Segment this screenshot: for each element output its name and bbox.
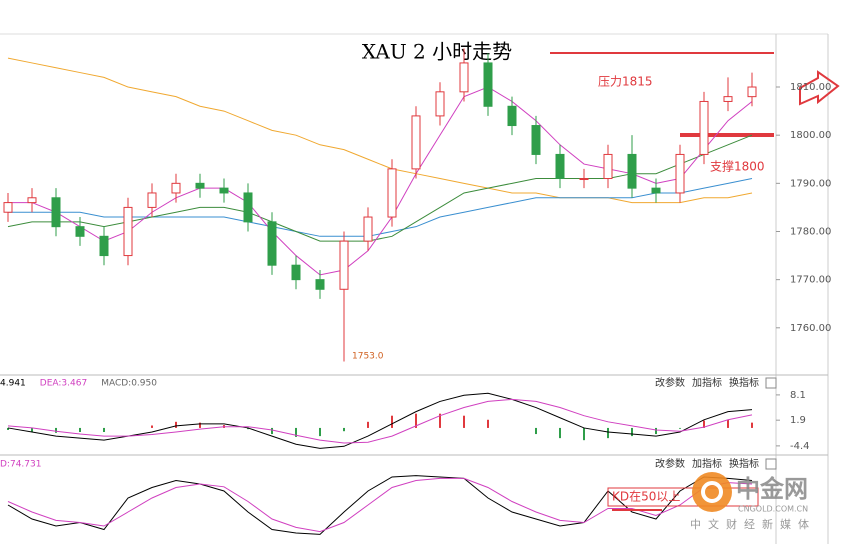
close-button[interactable]	[765, 377, 777, 389]
candle-body	[27, 197, 37, 204]
candle-body	[291, 264, 301, 281]
candle-body	[747, 86, 757, 98]
candle-body	[603, 153, 613, 180]
candle-body	[363, 216, 373, 242]
candle-body	[75, 226, 85, 237]
close-button[interactable]	[765, 458, 777, 470]
logo-icon	[692, 472, 732, 512]
y-tick-label: -4.4	[790, 441, 810, 452]
candle-body	[243, 192, 253, 223]
indicator-line	[7, 398, 753, 444]
candle-body	[387, 168, 397, 218]
control-button[interactable]: 改参数	[655, 376, 685, 389]
indicator-value: MACD:0.950	[101, 379, 157, 389]
candle-body	[267, 221, 277, 266]
candle-body	[315, 279, 325, 290]
indicator-value: D:74.731	[0, 460, 41, 470]
indicator-value: 4.941	[0, 379, 26, 389]
y-tick-label: 1780.00	[790, 226, 831, 237]
watermark-domain: CNGOLD.COM.CN	[738, 505, 808, 514]
candle-body	[483, 62, 493, 107]
y-tick-label: 1800.00	[790, 130, 831, 141]
candle-body	[555, 153, 565, 180]
candle-body	[651, 187, 661, 194]
candle-body	[507, 105, 517, 127]
logo-icon	[701, 481, 723, 503]
watermark-slogan: 中文财经新媒体	[690, 517, 816, 531]
candle-body	[123, 206, 133, 257]
candle-body	[723, 96, 733, 102]
candle-body	[627, 153, 637, 189]
candle-body	[411, 115, 421, 170]
indicator-line	[7, 477, 753, 533]
indicator-value: DEA:3.467	[40, 379, 87, 389]
y-tick-label: 1770.00	[790, 275, 831, 286]
control-button[interactable]: 改参数	[655, 457, 685, 470]
control-button[interactable]: 加指标	[692, 376, 722, 389]
control-button[interactable]: 换指标	[729, 457, 759, 470]
control-button[interactable]: 加指标	[692, 457, 722, 470]
annotation: 压力1815	[598, 75, 653, 89]
candle-body	[147, 192, 157, 208]
candle-body	[51, 197, 61, 228]
candle-body	[675, 153, 685, 194]
annotation: 支撑1800	[710, 159, 765, 174]
annotation-box	[607, 487, 759, 507]
annotation: KD在50以上	[612, 490, 680, 504]
annotation: 1753.0	[352, 352, 384, 362]
candle-body	[459, 62, 469, 93]
candle-body	[435, 91, 445, 117]
indicator-line	[7, 57, 753, 204]
candle-body	[339, 240, 349, 290]
y-tick-label: 1810.00	[790, 82, 831, 93]
candle-body	[195, 182, 205, 189]
control-button[interactable]: 换指标	[729, 376, 759, 389]
y-tick-label: 1760.00	[790, 323, 831, 334]
candle-body	[171, 182, 181, 194]
candle-body	[579, 178, 589, 181]
watermark-name: 中金网	[736, 475, 808, 503]
arrow-icon	[799, 70, 840, 106]
candle-body	[531, 125, 541, 155]
candle-body	[699, 100, 709, 155]
candle-body	[3, 202, 13, 213]
y-tick-label: 1790.00	[790, 178, 831, 189]
candle-body	[99, 235, 109, 257]
y-tick-label: 1.9	[790, 415, 806, 426]
chart-title: XAU 2 小时走势	[362, 40, 512, 64]
candle-body	[219, 187, 229, 194]
y-tick-label: 8.1	[790, 390, 806, 401]
